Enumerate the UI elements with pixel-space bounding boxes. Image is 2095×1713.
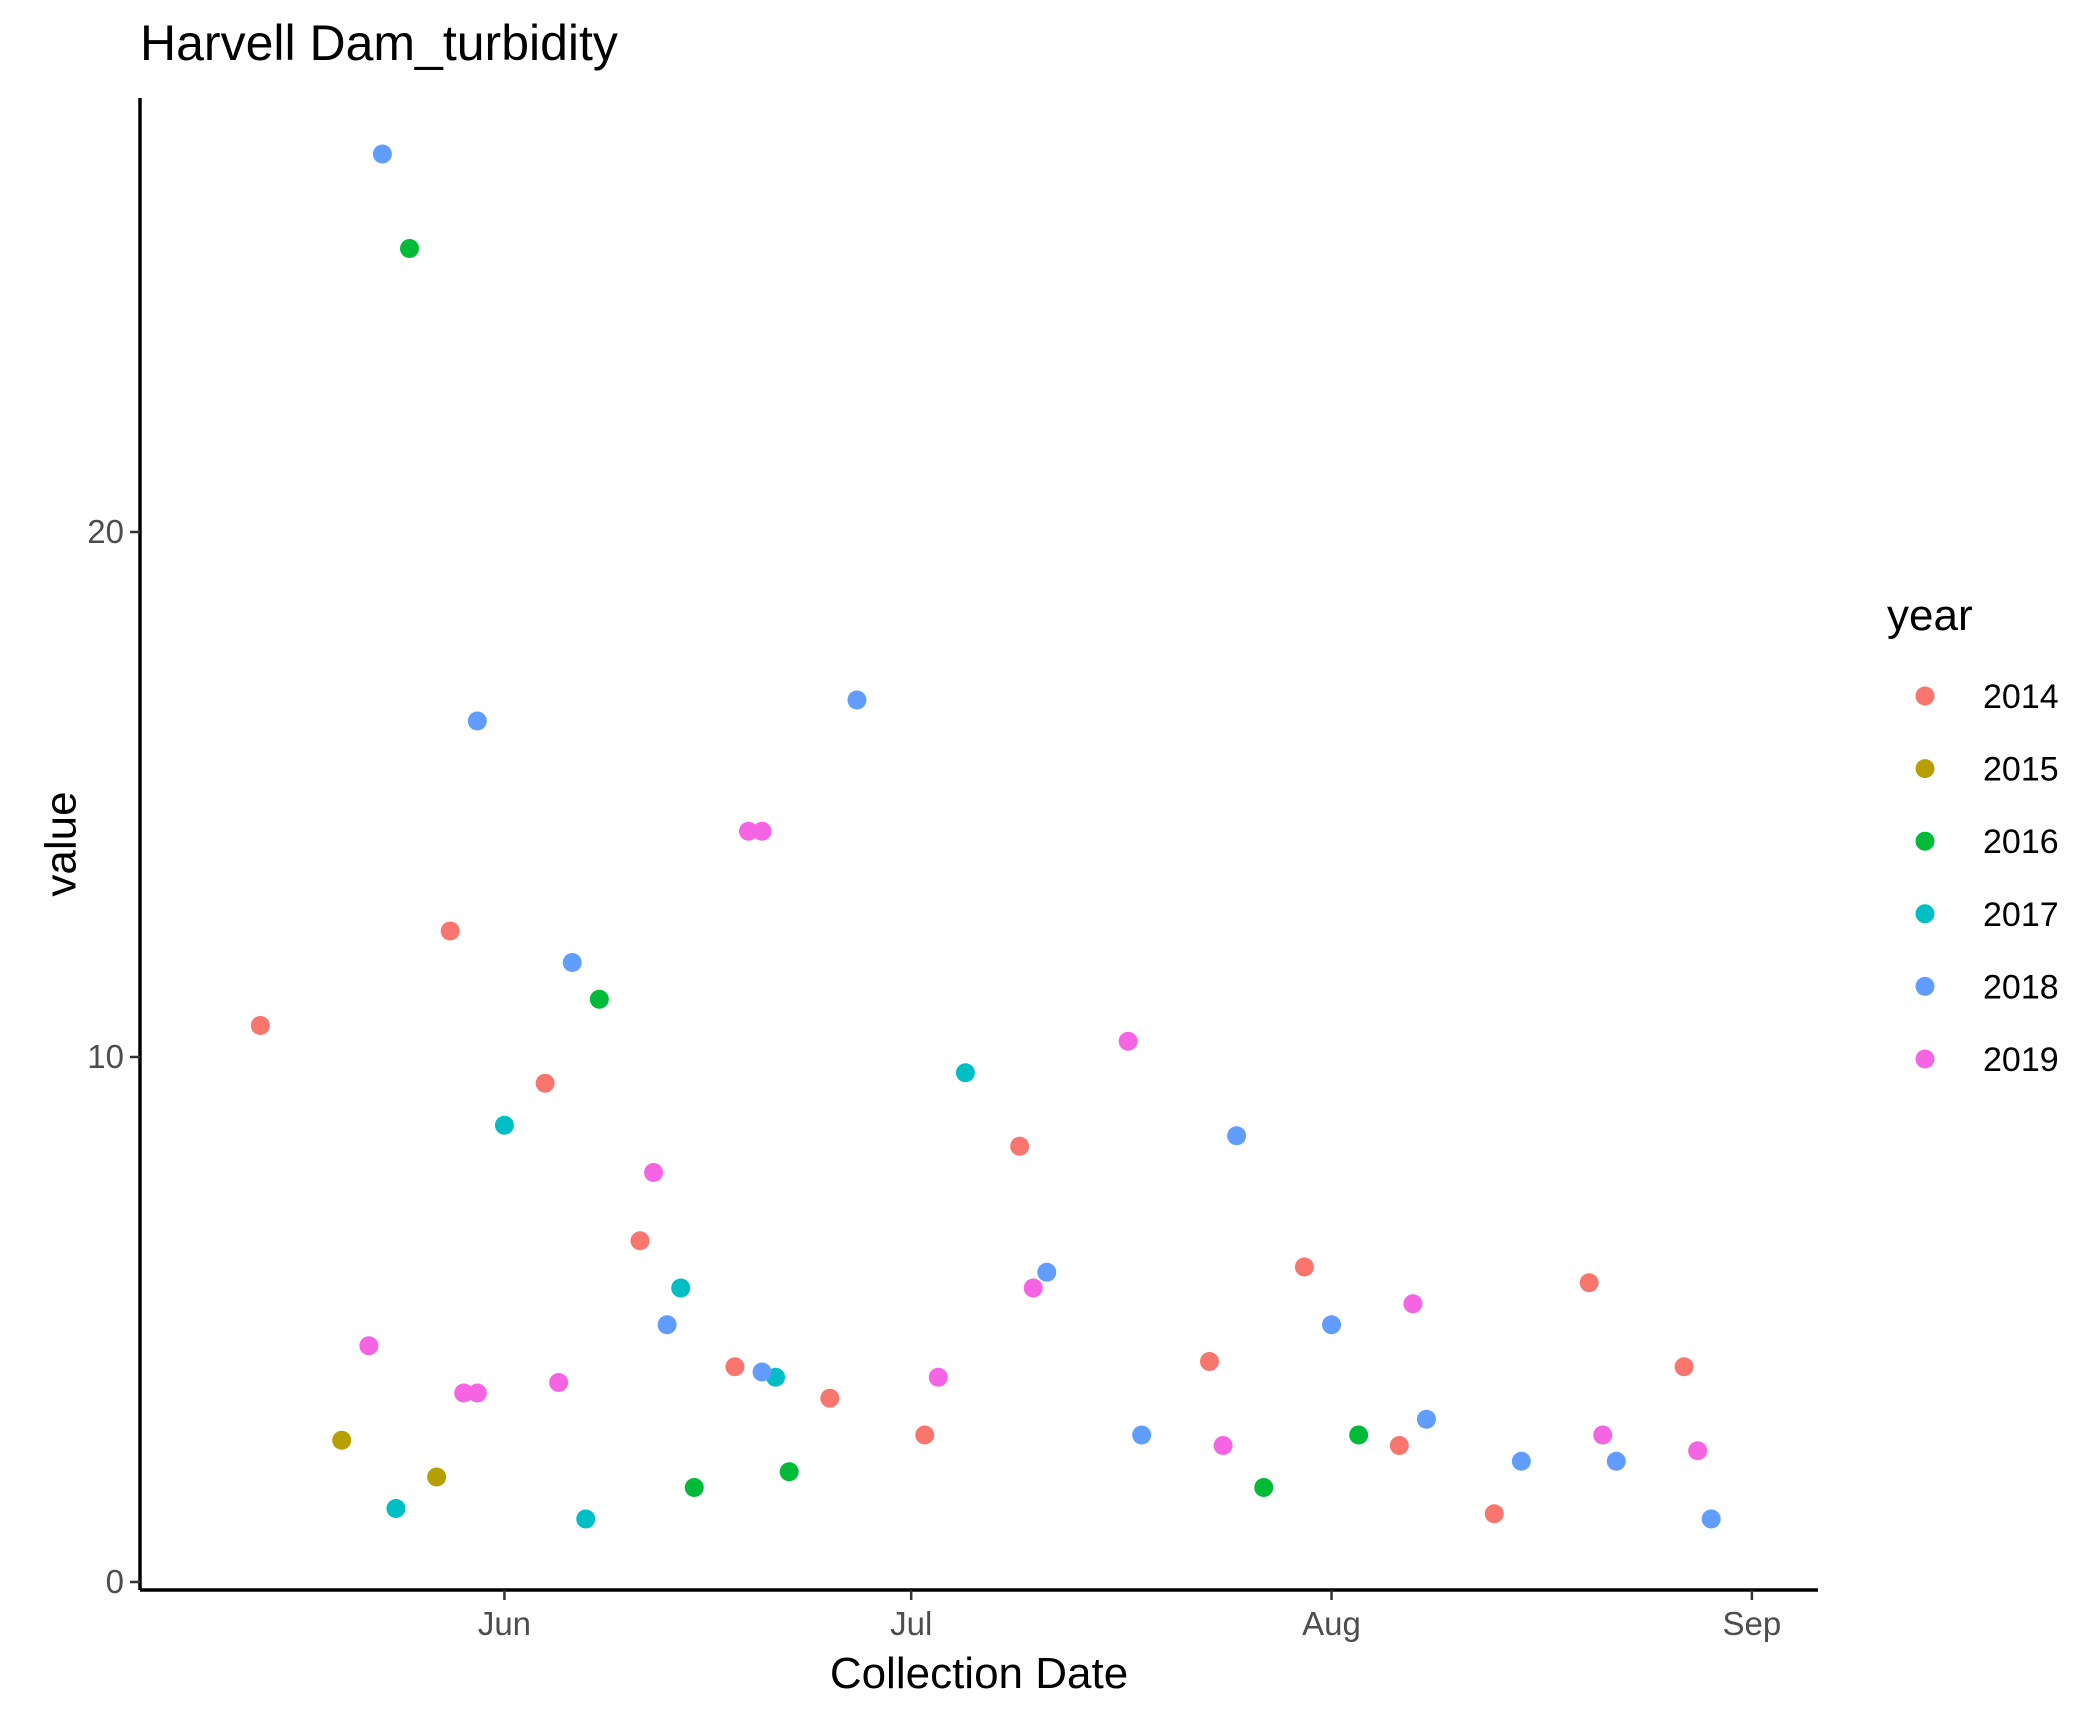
data-point-2018	[657, 1315, 677, 1335]
data-point-2014	[1674, 1357, 1694, 1377]
data-point-2018	[1606, 1451, 1626, 1471]
legend-label-2017: 2017	[1983, 896, 2059, 934]
data-point-2016	[1254, 1478, 1274, 1497]
legend-key-2015	[1915, 759, 1935, 779]
chart-title: Harvell Dam_turbidity	[140, 15, 618, 71]
legend-items: 2014 2015 2016 2017 2018 2019	[1915, 678, 2059, 1079]
data-point-2016	[684, 1478, 704, 1497]
data-point-2018	[847, 690, 867, 710]
data-point-2019	[1593, 1425, 1613, 1445]
data-point-2014	[1294, 1257, 1314, 1277]
data-point-2016	[589, 989, 609, 1009]
data-point-2014	[535, 1073, 555, 1093]
data-point-2018	[1227, 1126, 1247, 1146]
x-tick-label: Aug	[1302, 1605, 1361, 1642]
data-point-2018	[1701, 1509, 1721, 1529]
data-point-2018	[1511, 1451, 1531, 1471]
x-tick-label: Sep	[1723, 1605, 1782, 1642]
data-point-2016	[400, 239, 420, 258]
data-point-2018	[1416, 1409, 1436, 1429]
data-point-2014	[915, 1425, 935, 1445]
legend-title: year	[1887, 591, 1973, 640]
data-point-2017	[671, 1278, 691, 1298]
data-point-2019	[467, 1383, 487, 1403]
data-point-2017	[576, 1509, 596, 1529]
data-point-2018	[372, 144, 392, 164]
y-axis-title: value	[36, 791, 85, 896]
legend-key-2016	[1915, 831, 1935, 851]
data-point-2015	[427, 1467, 447, 1487]
data-point-2019	[644, 1163, 664, 1182]
y-tick-label: 10	[87, 1038, 124, 1075]
data-point-2019	[1403, 1294, 1423, 1314]
data-point-2015	[332, 1430, 352, 1450]
data-point-2014	[725, 1357, 745, 1377]
data-point-2018	[1132, 1425, 1152, 1445]
data-point-2019	[359, 1336, 379, 1356]
legend-label-2018: 2018	[1983, 968, 2059, 1006]
data-point-2019	[752, 821, 772, 841]
data-point-2014	[440, 921, 460, 941]
data-point-2014	[1200, 1352, 1220, 1371]
data-point-2017	[386, 1499, 406, 1518]
data-point-2018	[562, 953, 582, 972]
x-tick-label: Jun	[478, 1605, 531, 1642]
data-point-2014	[1484, 1504, 1504, 1524]
data-point-2019	[1213, 1436, 1233, 1455]
data-point-2014	[1010, 1136, 1030, 1156]
data-point-2017	[494, 1115, 514, 1135]
legend-label-2019: 2019	[1983, 1041, 2059, 1079]
legend-key-2014	[1915, 686, 1935, 706]
legend-key-2018	[1915, 976, 1935, 996]
x-axis-ticks: Jun Jul Aug Sep	[478, 1590, 1781, 1642]
data-point-2014	[1389, 1436, 1409, 1455]
data-point-2014	[630, 1231, 650, 1251]
legend-label-2015: 2015	[1983, 751, 2059, 789]
legend-key-2017	[1915, 904, 1935, 924]
plot-area: 0 10 20 Jun Jul Aug Sep	[87, 98, 1818, 1642]
data-point-2018	[1322, 1315, 1342, 1335]
x-tick-label: Jul	[890, 1605, 932, 1642]
legend: year 2014 2015 2016 2017 2018 2019	[1887, 591, 2059, 1079]
data-point-2018	[752, 1362, 772, 1382]
data-points	[250, 144, 1721, 1529]
data-point-2017	[955, 1063, 975, 1083]
data-point-2018	[467, 711, 487, 731]
x-axis-title: Collection Date	[830, 1649, 1128, 1698]
data-point-2019	[1118, 1031, 1138, 1051]
data-point-2016	[1349, 1425, 1369, 1445]
data-point-2019	[549, 1373, 569, 1392]
legend-label-2016: 2016	[1983, 823, 2059, 861]
y-axis-ticks: 0 10 20	[87, 513, 140, 1600]
legend-label-2014: 2014	[1983, 678, 2059, 716]
data-point-2014	[820, 1388, 840, 1408]
y-tick-label: 20	[87, 513, 124, 550]
data-point-2018	[1037, 1262, 1057, 1282]
legend-key-2019	[1915, 1049, 1935, 1069]
data-point-2016	[779, 1462, 799, 1482]
data-point-2019	[1688, 1441, 1708, 1461]
y-tick-label: 0	[106, 1563, 124, 1600]
data-point-2014	[1579, 1273, 1599, 1293]
data-point-2019	[738, 821, 758, 841]
data-point-2014	[250, 1016, 270, 1035]
data-point-2019	[1023, 1278, 1043, 1298]
data-point-2019	[928, 1367, 948, 1387]
data-point-2019	[454, 1383, 474, 1403]
